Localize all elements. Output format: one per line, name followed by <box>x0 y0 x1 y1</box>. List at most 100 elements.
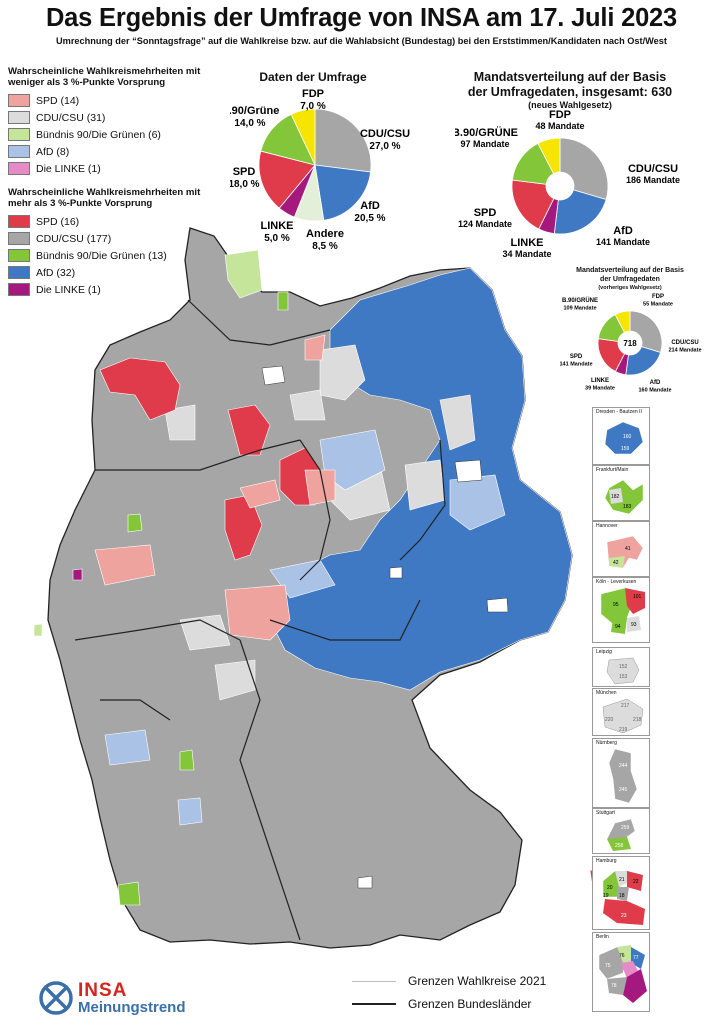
inset-number: 220 <box>605 717 614 723</box>
pie-value-label: 109 Mandate <box>563 306 596 312</box>
pie-value-label: 124 Mandate <box>458 219 512 229</box>
prev-seats-chart-title: Mandatsverteilung auf der Basis der Umfr… <box>560 266 700 293</box>
state-border <box>269 599 421 641</box>
legend-strong-heading: Wahrscheinliche Wahlkreismehrheiten mit … <box>8 187 201 209</box>
city-munich <box>357 875 373 889</box>
inset-number: 159 <box>621 446 630 452</box>
inset-title: Hannover <box>596 523 618 529</box>
inset-number: 77 <box>633 955 639 961</box>
prev-title-line2: der Umfragedaten <box>600 276 660 283</box>
inset-leipzig: Leipzig 152 153 <box>592 647 650 687</box>
pie-value-label: 34 Mandate <box>502 249 551 259</box>
pie-category-label: FDP <box>302 88 324 100</box>
legend-swatch <box>8 162 30 175</box>
pie-category-label: B.90/Grüne <box>230 105 279 117</box>
inset-number: 219 <box>619 727 628 733</box>
inset-map: 41 42 <box>606 535 644 569</box>
insa-logo-icon <box>39 981 73 1015</box>
legend-swatch <box>8 145 30 158</box>
inset-berlin: Berlin 76 75 77 78 <box>592 932 650 1012</box>
page-title: Das Ergebnis der Umfrage von INSA am 17.… <box>45 4 678 32</box>
regions-cdu-weak <box>164 344 476 701</box>
state-border <box>187 299 331 346</box>
region-cdu-weak <box>214 659 256 701</box>
pie-slice-cdu-csu <box>559 137 609 200</box>
legend-item: SPD (14) <box>8 92 208 109</box>
pie-value-label: 18,0 % <box>230 179 260 190</box>
state-border <box>239 639 301 941</box>
region-linke <box>72 568 83 581</box>
region-gruene <box>127 513 143 533</box>
region-afd-weak <box>319 429 386 491</box>
legend-wahlkreise-label: Grenzen Wahlkreise 2021 <box>408 974 547 988</box>
pie-category-label: LINKE <box>511 237 544 249</box>
legend-swatch <box>8 283 30 296</box>
pie-category-label: B.90/GRÜNE <box>455 126 518 139</box>
regions-gruene <box>117 291 289 906</box>
inset-number: 19 <box>603 893 609 899</box>
legend-label: SPD (14) <box>36 94 80 107</box>
legend-weak: Wahrscheinliche Wahlkreismehrheiten mit … <box>8 66 208 177</box>
legend-item: AfD (32) <box>8 264 208 281</box>
inset-map: 259 258 <box>606 818 636 852</box>
pie-value-label: 55 Mandate <box>643 302 673 308</box>
pie-slice-spd <box>511 179 555 230</box>
region-gruene <box>179 749 195 771</box>
donut-center-label: 718 <box>623 339 637 348</box>
region-cdu-weak <box>289 389 326 421</box>
inset-koeln: Köln - Leverkusen 101 95 94 93 <box>592 577 650 643</box>
state-border <box>399 439 446 561</box>
inset-hannover: Hannover 41 42 <box>592 521 650 577</box>
insa-tagline: Meinungstrend <box>78 998 186 1016</box>
seats-title-line3: (neues Wahlgesetz) <box>528 100 612 110</box>
state-border <box>100 699 171 721</box>
region-gruene <box>117 881 141 906</box>
inset-number: 95 <box>613 602 619 608</box>
pie-category-label: SPD <box>233 166 256 178</box>
pie-value-label: 5,0 % <box>264 233 290 244</box>
inset-number: 259 <box>621 825 630 831</box>
legend-bundeslaender: Grenzen Bundesländer <box>352 997 531 1011</box>
region-gruene-weak <box>33 623 43 637</box>
legend-label: AfD (32) <box>36 266 76 279</box>
city-dresden <box>486 597 509 613</box>
pie-category-label: CDU/CSU <box>360 128 410 140</box>
pie-value-label: 141 Mandate <box>560 362 593 368</box>
inset-number: 78 <box>611 983 617 989</box>
pie-category-label: SPD <box>474 207 497 219</box>
pie-category-label: Andere <box>306 228 344 240</box>
inset-title: Köln - Leverkusen <box>596 579 637 585</box>
prev-title-line1: Mandatsverteilung auf der Basis <box>576 267 684 274</box>
pie-value-label: 20,5 % <box>354 213 385 224</box>
pie-slice-fdp <box>537 137 561 175</box>
prev-seats-donut-chart: CDU/CSU 214 Mandate AfD 160 Mandate LINKE 39 … <box>560 294 702 394</box>
legend-label: Die LINKE (1) <box>36 162 101 175</box>
inset-title: Frankfurt/Main <box>596 467 629 473</box>
inset-number: 75 <box>605 963 611 969</box>
pie-value-label: 186 Mandate <box>626 175 680 185</box>
legend-item: SPD (16) <box>8 213 208 230</box>
inset-number: 18 <box>619 893 625 899</box>
seats-title-line1: Mandatsverteilung auf der Basis <box>473 70 667 84</box>
inset-number: 23 <box>621 913 627 919</box>
wahlkreis-line-swatch <box>352 980 396 982</box>
region-afd-weak <box>449 474 506 531</box>
inset-number: 101 <box>633 594 642 600</box>
pie-value-label: 14,0 % <box>234 118 265 129</box>
legend-label: Bündnis 90/Die Grünen (13) <box>36 249 167 262</box>
regions-linke <box>72 568 83 581</box>
inset-number: 182 <box>611 494 620 500</box>
city-holes <box>261 365 509 889</box>
region-afd-weak <box>104 729 151 766</box>
region-cdu-weak <box>319 344 366 401</box>
region-afd-weak <box>177 797 203 826</box>
pie-value-label: 160 Mandate <box>638 388 671 394</box>
inset-number: 153 <box>619 674 628 680</box>
inset-number: 217 <box>621 703 630 709</box>
region-gruene-weak <box>224 249 263 299</box>
regions-spd-weak <box>94 334 336 641</box>
pie-category-label: SPD <box>570 354 583 360</box>
